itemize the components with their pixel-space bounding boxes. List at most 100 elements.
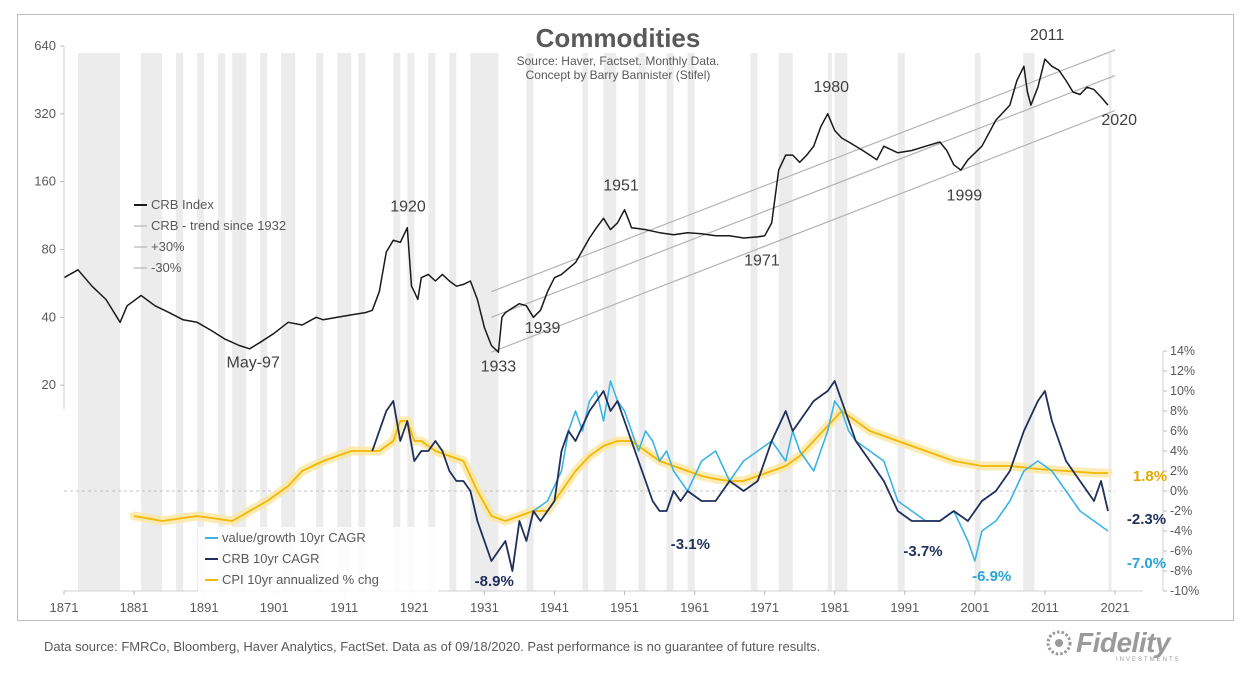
- recession-band: [358, 53, 366, 591]
- recession-band: [260, 53, 268, 591]
- recession-band: [638, 53, 646, 591]
- commodities-chart: 640 320 160 80 40 20 14% 12% 10% 8% 6% 4% 2% 0% -2% -4%…: [34, 23, 1199, 615]
- recession-band: [428, 53, 436, 591]
- crb-annotation-label: 1980: [813, 79, 849, 96]
- legend-label: value/growth 10yr CAGR: [222, 530, 366, 545]
- x-axis-tick-label: 1951: [610, 600, 639, 615]
- right-axis-tick-label: -4%: [1170, 524, 1192, 538]
- trend-plus-30-line: [491, 49, 1116, 293]
- x-axis-tick-label: 1901: [260, 600, 289, 615]
- recession-band: [778, 53, 793, 591]
- left-axis-tick-label: 640: [34, 38, 56, 53]
- recession-band: [337, 53, 352, 591]
- percent-annotation-label: 1.8%: [1133, 468, 1167, 485]
- value-growth-line: [532, 380, 1109, 562]
- percent-annotation-label: -3.7%: [903, 543, 942, 560]
- footnote: Data source: FMRCo, Bloomberg, Haver Ana…: [44, 639, 821, 654]
- right-axis-tick-label: 14%: [1170, 344, 1195, 358]
- recession-band: [834, 53, 848, 591]
- x-axis-tick-label: 1871: [50, 600, 79, 615]
- recession-bands: [78, 53, 1112, 591]
- right-axis-tick-label: 2%: [1170, 464, 1188, 478]
- x-axis-tick-label: 1971: [750, 600, 779, 615]
- x-axis-tick-label: 1981: [820, 600, 849, 615]
- legends: CRB Index CRB - trend since 1932 +30% -30% v…: [134, 197, 438, 599]
- fidelity-logo: Fidelity INVESTMENTS: [1046, 627, 1179, 663]
- crb-annotation-label: 1939: [525, 320, 561, 337]
- crb-annotation-label: 2020: [1101, 112, 1137, 129]
- recession-band: [197, 53, 205, 591]
- legend-label: -30%: [151, 260, 182, 275]
- left-axis-tick-label: 160: [34, 174, 56, 189]
- recession-band: [78, 53, 121, 591]
- fidelity-burst-icon: [1046, 630, 1072, 656]
- recession-band: [974, 53, 981, 591]
- annotations: 1920 May-97 1933 1939 1951 1971 1980 1999 2011 20…: [227, 27, 1168, 590]
- legend-label: CRB Index: [151, 197, 214, 212]
- x-axis-tick-label: 1881: [120, 600, 149, 615]
- recession-band: [603, 53, 617, 591]
- recession-band: [897, 53, 905, 591]
- recession-band: [582, 53, 589, 591]
- recession-band: [687, 53, 695, 591]
- right-axis-tick-label: 4%: [1170, 444, 1188, 458]
- legend-bottom-background: [198, 527, 438, 599]
- logo-subtext: INVESTMENTS: [1116, 657, 1181, 663]
- left-axis-tick-label: 320: [34, 106, 56, 121]
- legend-label: CPI 10yr annualized % chg: [222, 572, 379, 587]
- recession-band: [232, 53, 247, 591]
- left-axis-tick-label: 40: [42, 309, 56, 324]
- crb-annotation-label: 1920: [390, 198, 426, 215]
- trend-lines: [491, 49, 1116, 353]
- legend-label: CRB 10yr CAGR: [222, 551, 320, 566]
- trend-line: [491, 75, 1116, 318]
- x-axis-tick-label: 2021: [1101, 600, 1130, 615]
- x-axis-tick-label: 1911: [330, 600, 358, 615]
- percent-annotation-label: -7.0%: [1127, 555, 1166, 572]
- recession-band: [666, 53, 674, 591]
- right-axis-tick-label: 6%: [1170, 424, 1188, 438]
- left-axis-tick-label: 80: [42, 241, 56, 256]
- percent-annotation-label: -2.3%: [1127, 511, 1166, 528]
- x-axis-tick-label: 1891: [190, 600, 219, 615]
- right-axis-tick-label: 8%: [1170, 404, 1188, 418]
- crb-annotation-label: 1999: [947, 187, 983, 204]
- left-axis-tick-label: 20: [42, 377, 56, 392]
- recession-band: [827, 53, 832, 591]
- chart-frame: 640 320 160 80 40 20 14% 12% 10% 8% 6% 4% 2% 0% -2% -4%…: [17, 14, 1234, 621]
- x-axis-tick-label: 1961: [680, 600, 709, 615]
- right-axis-tick-label: 12%: [1170, 364, 1195, 378]
- x-axis-tick-label: 1941: [540, 600, 569, 615]
- percent-annotation-label: -6.9%: [972, 568, 1011, 585]
- legend-label: +30%: [151, 239, 185, 254]
- crb-index-line: [63, 58, 1109, 353]
- recession-band: [407, 53, 415, 591]
- recession-band: [1023, 53, 1035, 591]
- recession-band: [176, 53, 184, 591]
- right-axis-tick-label: -10%: [1170, 584, 1199, 598]
- chart-subtitle-2: Concept by Barry Bannister (Stifel): [526, 68, 711, 82]
- recession-band: [141, 53, 163, 591]
- axes: 640 320 160 80 40 20 14% 12% 10% 8% 6% 4% 2% 0% -2% -4%…: [34, 38, 1199, 615]
- crb-cagr-line: [371, 380, 1109, 572]
- x-axis-tick-label: 2011: [1031, 600, 1059, 615]
- right-axis-tick-label: -6%: [1170, 544, 1192, 558]
- recession-band: [449, 53, 457, 591]
- percent-annotation-label: -8.9%: [475, 573, 514, 590]
- chart-subtitle-1: Source: Haver, Factset. Monthly Data.: [517, 54, 720, 68]
- right-axis-tick-label: 10%: [1170, 384, 1195, 398]
- recession-band: [526, 53, 534, 591]
- right-axis-tick-label: -2%: [1170, 504, 1192, 518]
- percent-annotation-label: -3.1%: [671, 536, 710, 553]
- logo-wordmark: Fidelity: [1076, 627, 1171, 658]
- trend-minus-30-line: [491, 109, 1116, 353]
- x-axis-tick-label: 1921: [400, 600, 429, 615]
- legend-label: CRB - trend since 1932: [151, 218, 286, 233]
- recession-band: [218, 53, 226, 591]
- recession-band: [393, 53, 401, 591]
- recession-band: [316, 53, 324, 591]
- x-axis-tick-label: 1931: [470, 600, 499, 615]
- crb-annotation-label: 1933: [481, 358, 517, 375]
- cpi-glow: [129, 406, 1113, 526]
- chart-title: Commodities: [536, 23, 701, 53]
